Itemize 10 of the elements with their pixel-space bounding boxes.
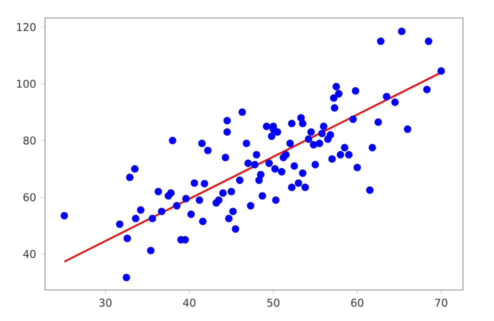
x-tick-label: 30 bbox=[99, 298, 112, 307]
y-tick-label: 60 bbox=[23, 193, 36, 202]
y-tick-label: 100 bbox=[17, 80, 36, 88]
y-tick-label: 80 bbox=[23, 136, 36, 145]
x-tick-label: 60 bbox=[351, 298, 364, 307]
x-tick-label: 40 bbox=[183, 298, 196, 307]
x-tick-label: 70 bbox=[435, 298, 448, 307]
x-tick-label: 50 bbox=[267, 298, 280, 307]
y-tick-label: 40 bbox=[23, 250, 36, 258]
y-tick-label: 120 bbox=[17, 23, 36, 32]
